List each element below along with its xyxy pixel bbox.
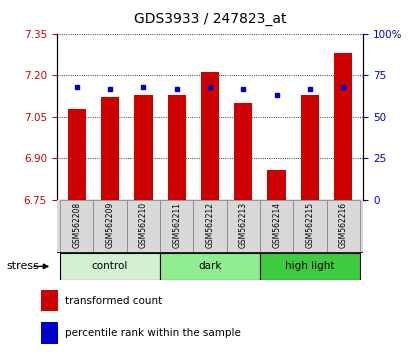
- Text: GSM562208: GSM562208: [72, 202, 81, 248]
- Bar: [168, 95, 186, 200]
- Text: GDS3933 / 247823_at: GDS3933 / 247823_at: [134, 12, 286, 27]
- Text: control: control: [92, 261, 128, 272]
- Bar: [193, 200, 227, 253]
- Bar: [41, 322, 58, 344]
- Text: percentile rank within the sample: percentile rank within the sample: [65, 328, 241, 338]
- Bar: [41, 290, 58, 312]
- Text: GSM562209: GSM562209: [105, 202, 115, 249]
- Text: GSM562212: GSM562212: [205, 202, 215, 248]
- Text: GSM562213: GSM562213: [239, 202, 248, 248]
- Bar: [268, 170, 286, 200]
- Bar: [160, 253, 260, 280]
- Text: stress: stress: [6, 261, 39, 271]
- Text: transformed count: transformed count: [65, 296, 162, 306]
- Bar: [60, 200, 93, 253]
- Text: GSM562214: GSM562214: [272, 202, 281, 248]
- Bar: [301, 95, 319, 200]
- Text: GSM562211: GSM562211: [172, 202, 181, 248]
- Bar: [201, 73, 219, 200]
- Text: GSM562216: GSM562216: [339, 202, 348, 248]
- Bar: [160, 200, 193, 253]
- Bar: [234, 103, 252, 200]
- Bar: [293, 200, 327, 253]
- Bar: [260, 253, 360, 280]
- Text: GSM562215: GSM562215: [305, 202, 315, 248]
- Text: GSM562210: GSM562210: [139, 202, 148, 248]
- Bar: [227, 200, 260, 253]
- Bar: [93, 200, 127, 253]
- Bar: [327, 200, 360, 253]
- Bar: [334, 53, 352, 200]
- Text: dark: dark: [198, 261, 222, 272]
- Bar: [68, 109, 86, 200]
- Bar: [260, 200, 293, 253]
- Text: high light: high light: [285, 261, 335, 272]
- Bar: [60, 253, 160, 280]
- Bar: [134, 95, 152, 200]
- Bar: [127, 200, 160, 253]
- Bar: [101, 97, 119, 200]
